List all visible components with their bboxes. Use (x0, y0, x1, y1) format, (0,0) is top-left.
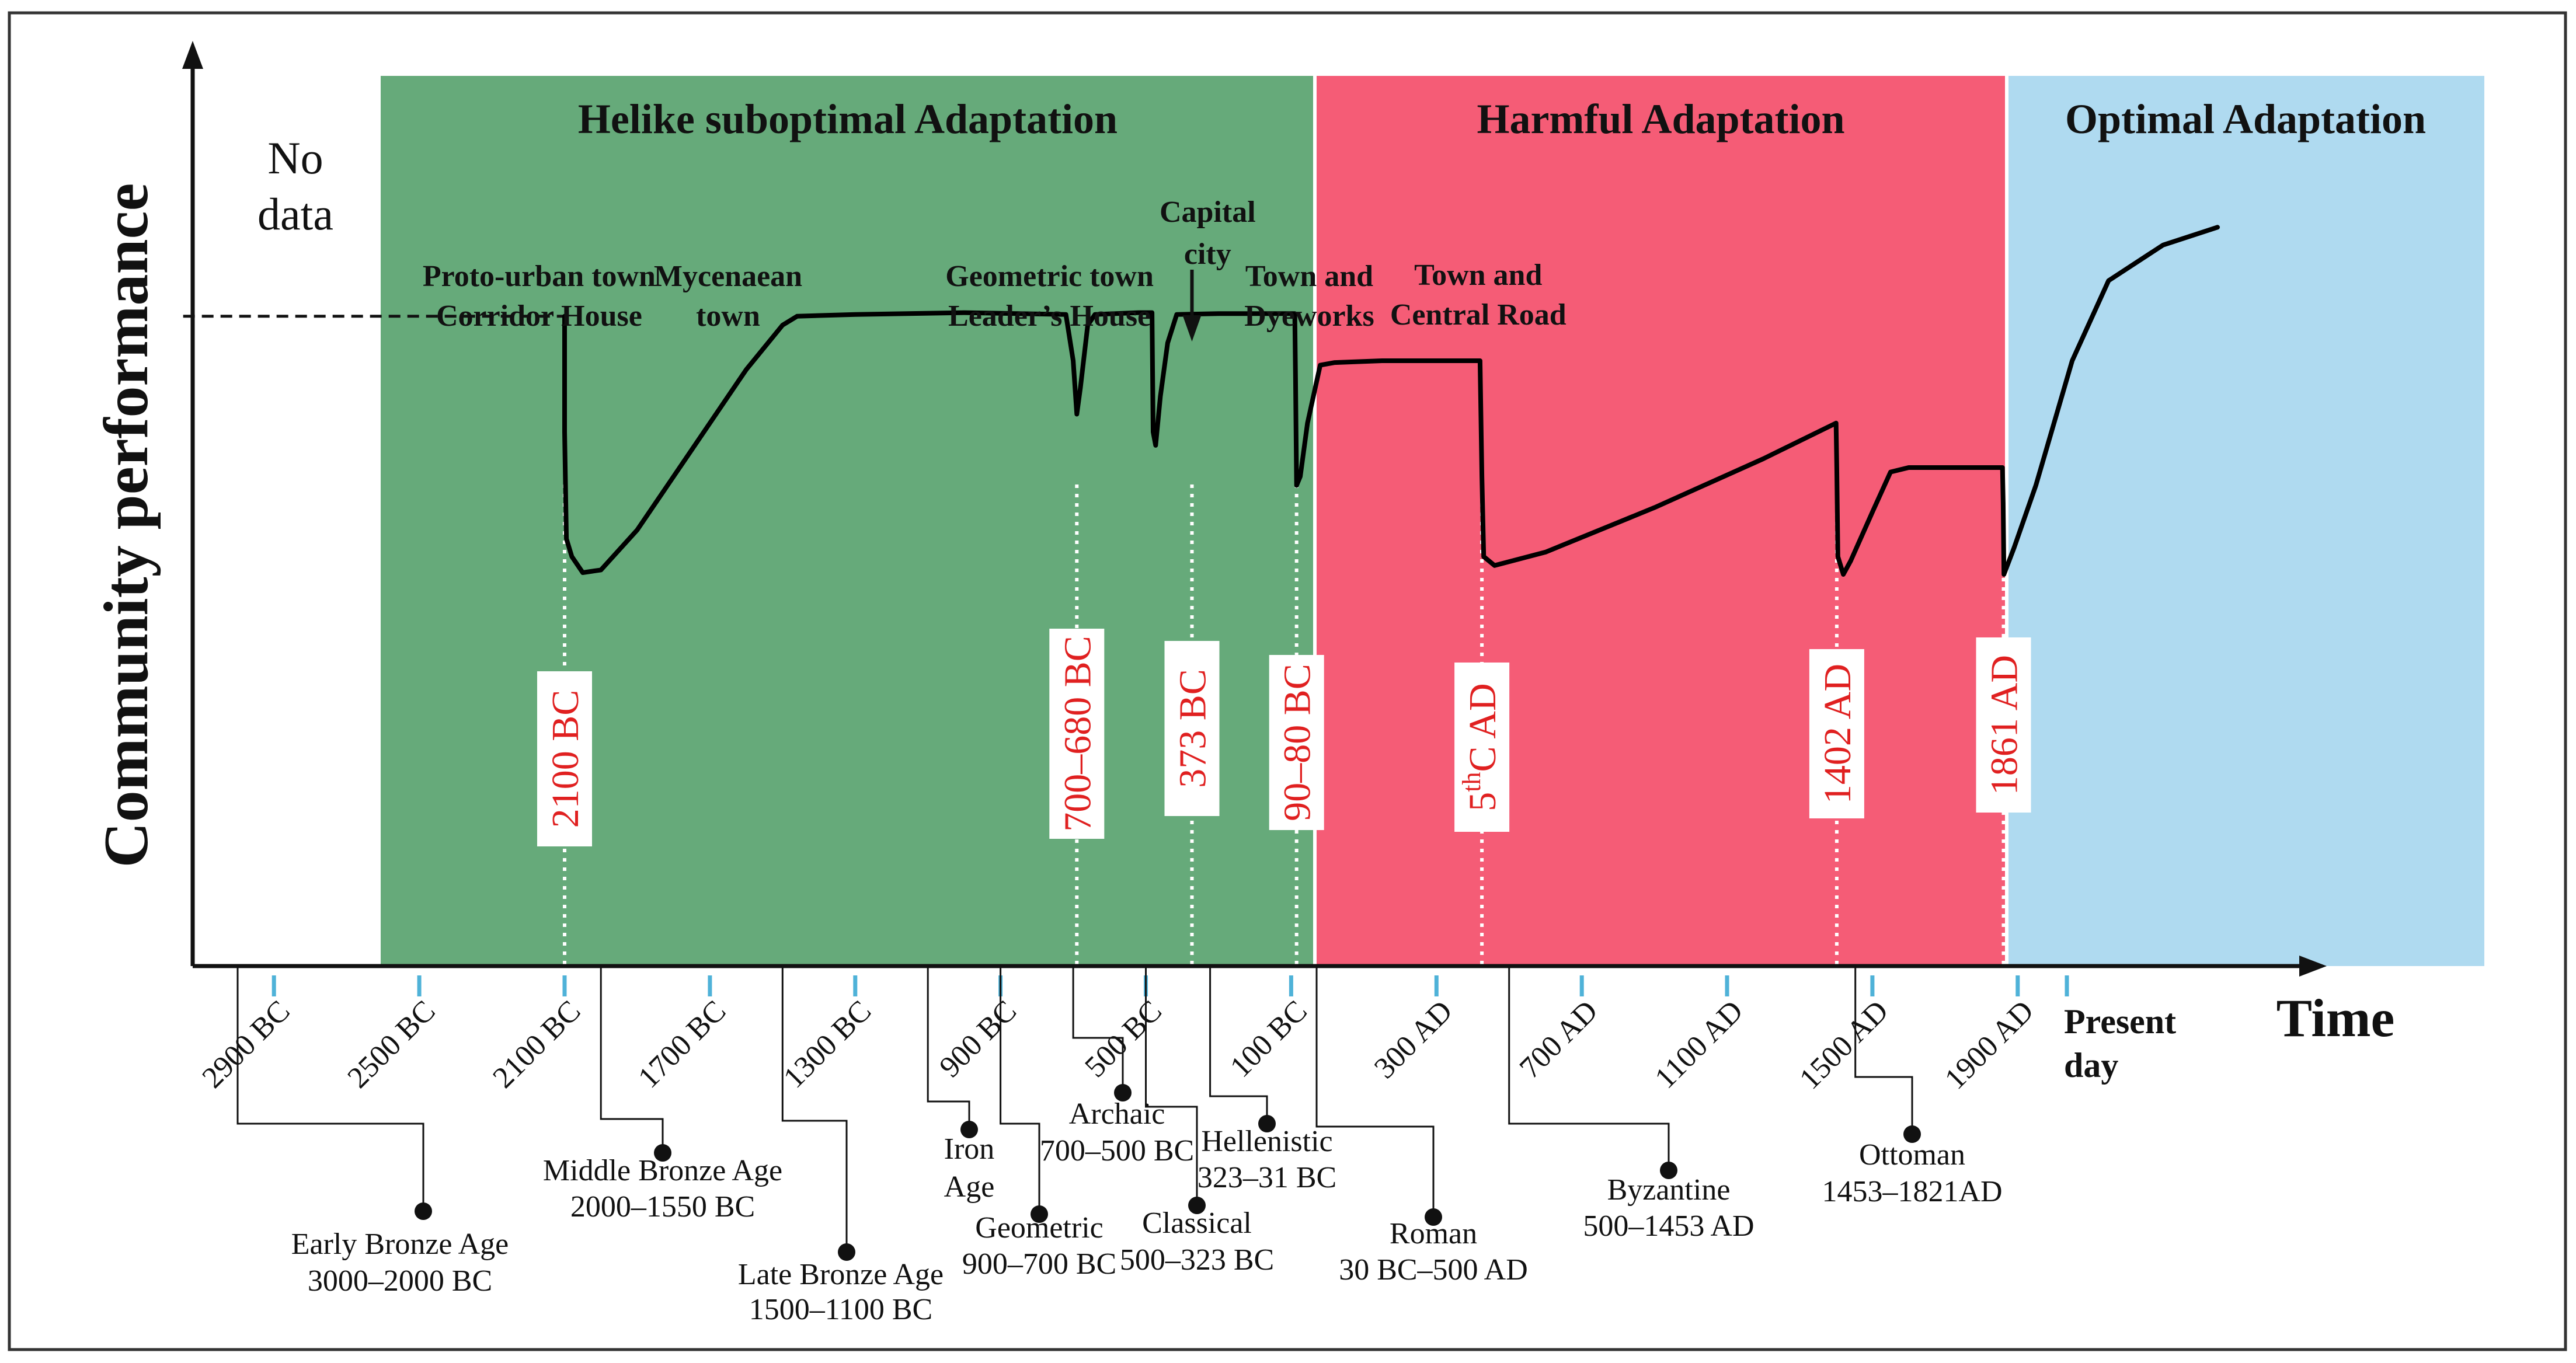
period-dot-8 (1258, 1115, 1276, 1132)
period-dot-9 (1425, 1208, 1442, 1226)
phase-label-1-line-2: Corridor House (436, 299, 642, 333)
period-leader-2 (600, 966, 664, 1153)
period-label-1-line-2: 3000–2000 BC (308, 1264, 492, 1298)
phase-label-2-line-1: Mycenaean (654, 260, 802, 293)
period-label-9-line-1: Roman (1390, 1217, 1477, 1250)
present-day-label-line-2: day (2064, 1046, 2118, 1085)
period-dot-4 (960, 1121, 978, 1138)
x-axis-title: Time (2276, 988, 2395, 1048)
period-leader-9 (1315, 966, 1435, 1217)
event-date-box-2 (1049, 629, 1105, 839)
event-date-box-4 (1269, 655, 1324, 830)
period-label-8-line-2: 323–31 BC (1198, 1161, 1336, 1194)
event-date-box-7 (1976, 637, 2031, 813)
period-label-4-line-1: Iron (944, 1132, 995, 1166)
period-label-11-line-2: 1453–1821AD (1822, 1175, 2002, 1208)
phase-label-4-line-2: city (1184, 238, 1231, 271)
period-label-2-line-2: 2000–1550 BC (570, 1190, 755, 1223)
present-day-label-line-1: Present (2064, 1002, 2176, 1041)
period-label-5-line-2: 900–700 BC (962, 1247, 1116, 1281)
period-dot-6 (1114, 1084, 1132, 1101)
zone-1-background (381, 76, 1315, 966)
zone-2-background (1315, 76, 2007, 966)
period-dot-7 (1188, 1197, 1206, 1214)
no-data-label-line-1: No (267, 133, 323, 183)
period-dot-2 (654, 1144, 671, 1162)
period-leader-1 (236, 966, 424, 1211)
performance-curve (562, 225, 2220, 577)
phase-label-5-line-1: Town and (1245, 260, 1373, 293)
period-label-9-line-2: 30 BC–500 AD (1339, 1253, 1528, 1287)
period-label-4-line-2: Age (944, 1170, 995, 1204)
period-dot-5 (1031, 1205, 1048, 1223)
phase-label-3-line-2: Leader’s House (948, 299, 1151, 333)
period-label-8-line-1: Hellenistic (1201, 1125, 1332, 1158)
capital-city-arrowhead (1182, 315, 1202, 341)
phase-label-1-line-1: Proto-urban town (423, 260, 656, 293)
phase-label-4-line-1: Capital (1160, 196, 1256, 229)
phase-label-2-line-2: town (696, 299, 760, 333)
period-label-1-line-1: Early Bronze Age (291, 1228, 509, 1261)
period-label-10-line-2: 500–1453 AD (1583, 1209, 1754, 1243)
zone-3-title: Optimal Adaptation (2065, 96, 2426, 142)
period-dot-3 (838, 1243, 855, 1261)
period-leader-5 (1000, 966, 1040, 1214)
no-data-label-line-2: data (257, 189, 333, 239)
period-leader-6 (1072, 966, 1124, 1093)
period-leader-10 (1508, 966, 1670, 1170)
y-axis-arrowhead (182, 41, 203, 69)
event-date-label-3: 373 BC (1172, 669, 1214, 788)
period-label-10-line-1: Byzantine (1607, 1173, 1731, 1207)
period-dot-10 (1660, 1162, 1677, 1179)
period-label-6-line-1: Archaic (1069, 1097, 1165, 1131)
period-leader-8 (1209, 966, 1268, 1124)
x-axis-arrowhead (2299, 956, 2327, 977)
y-axis-title: Community performance (92, 183, 161, 868)
event-date-box-5 (1454, 663, 1510, 832)
period-label-6-line-2: 700–500 BC (1040, 1134, 1194, 1167)
event-date-box-3 (1164, 641, 1220, 816)
period-label-7-line-2: 500–323 BC (1120, 1243, 1274, 1277)
period-dot-11 (1903, 1125, 1921, 1143)
event-date-label-7: 1861 AD (1983, 655, 2026, 795)
event-date-label-5: 5thC AD (1457, 683, 1504, 811)
phase-label-6-line-2: Central Road (1390, 298, 1567, 332)
period-leader-7 (1145, 966, 1198, 1205)
period-label-2-line-1: Middle Bronze Age (543, 1154, 782, 1187)
period-label-5-line-1: Geometric (975, 1211, 1103, 1245)
phase-label-3-line-1: Geometric town (945, 260, 1154, 293)
phase-label-5-line-2: Dyeworks (1244, 299, 1374, 333)
event-date-box-1 (537, 671, 592, 846)
period-leader-3 (781, 966, 848, 1252)
event-date-label-2: 700–680 BC (1056, 636, 1099, 832)
event-date-label-6: 1402 AD (1816, 664, 1859, 804)
phase-label-6-line-1: Town and (1414, 259, 1542, 292)
zone-2-title: Harmful Adaptation (1477, 96, 1844, 142)
period-leader-4 (927, 966, 970, 1130)
period-label-11-line-1: Ottoman (1859, 1138, 1965, 1172)
period-label-7-line-1: Classical (1142, 1207, 1252, 1240)
event-date-box-6 (1809, 649, 1864, 818)
period-dot-1 (415, 1202, 432, 1220)
event-date-label-1: 2100 BC (544, 690, 587, 828)
period-leader-11 (1854, 966, 1913, 1134)
period-label-3-line-1: Late Bronze Age (738, 1258, 944, 1291)
period-label-3-line-2: 1500–1100 BC (749, 1293, 932, 1326)
zone-1-title: Helike suboptimal Adaptation (578, 96, 1118, 142)
zone-3-background (2007, 76, 2484, 966)
event-date-label-4: 90–80 BC (1276, 664, 1319, 821)
